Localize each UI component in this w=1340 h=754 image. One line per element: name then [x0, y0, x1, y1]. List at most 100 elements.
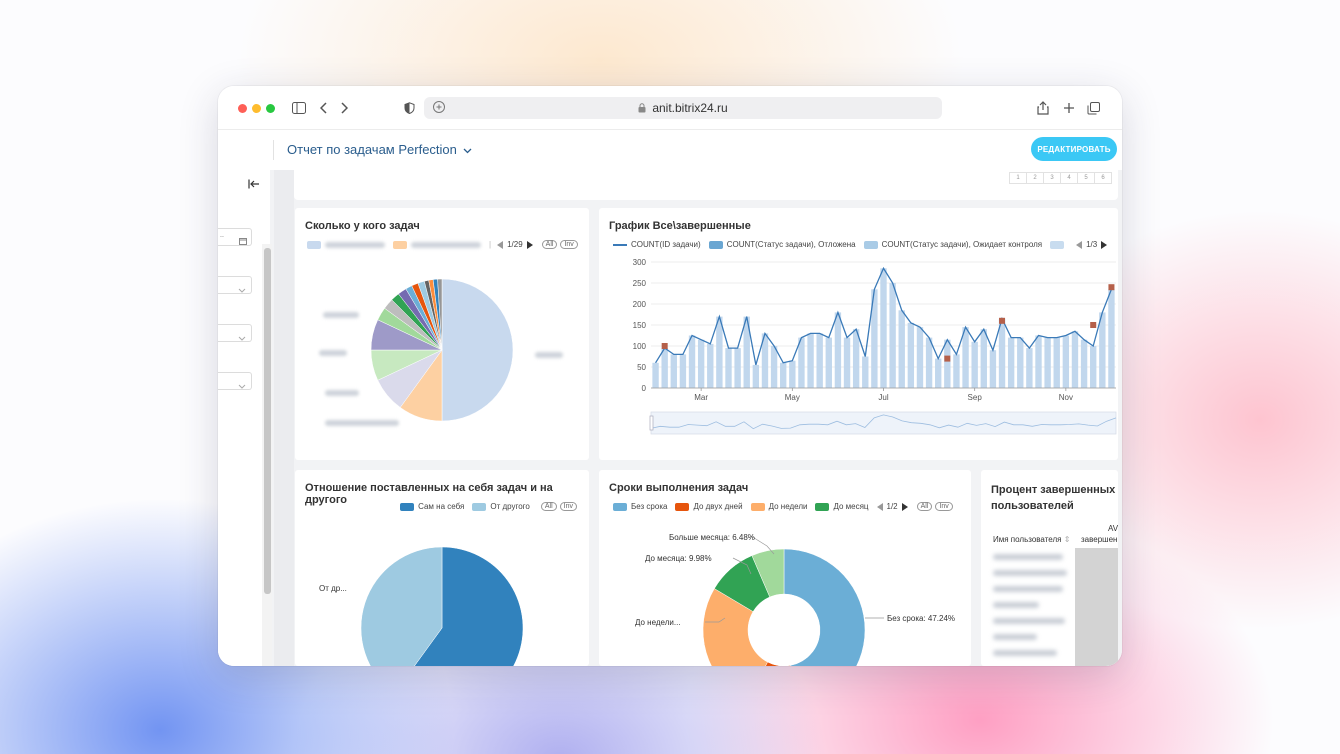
legend-inv-button[interactable]: Inv	[560, 240, 578, 249]
legend-all-button[interactable]: All	[916, 502, 933, 511]
pie-slice[interactable]	[702, 588, 768, 666]
legend-item[interactable]: До недели	[750, 502, 807, 511]
pie-slice[interactable]	[394, 546, 524, 666]
bar[interactable]	[734, 348, 741, 388]
bar[interactable]	[1062, 335, 1070, 389]
marker-point[interactable]	[999, 317, 1006, 324]
pie-slice[interactable]	[437, 278, 443, 351]
scrollbar-thumb[interactable]	[264, 248, 271, 594]
new-tab-icon[interactable]	[1059, 98, 1079, 118]
back-arrow-icon[interactable]	[314, 98, 334, 118]
bar[interactable]	[944, 339, 951, 388]
bar[interactable]	[1035, 335, 1042, 389]
bar[interactable]	[916, 327, 924, 388]
share-icon[interactable]	[1033, 98, 1053, 118]
legend-all-button[interactable]: All	[540, 502, 557, 511]
report-title-dropdown[interactable]: Отчет по задачам Perfection	[287, 142, 472, 157]
legend-item[interactable]: Без срока	[613, 502, 667, 511]
legend-inv-button[interactable]: Inv	[559, 502, 577, 511]
pie-slice[interactable]	[360, 546, 443, 666]
legend-prev-icon[interactable]	[1076, 240, 1083, 249]
legend-item[interactable]: COUNT(Статус задачи), Ожидает контроля	[863, 240, 1042, 249]
bar[interactable]	[670, 354, 677, 388]
series-line[interactable]	[655, 266, 1113, 366]
bar[interactable]	[852, 329, 860, 388]
bar[interactable]	[862, 356, 869, 389]
pie-slice[interactable]	[441, 278, 514, 422]
bar[interactable]	[789, 360, 796, 388]
bar[interactable]	[798, 337, 805, 388]
pie-slice[interactable]	[783, 548, 866, 666]
marker-point[interactable]	[1090, 322, 1097, 328]
pager-page[interactable]: 4	[1060, 172, 1078, 184]
marker-point[interactable]	[1108, 284, 1115, 291]
legend-next-icon[interactable]	[901, 502, 908, 511]
legend-next-icon[interactable]	[1101, 240, 1108, 249]
edit-button[interactable]: РЕДАКТИРОВАТЬ	[1031, 137, 1117, 161]
pie-slice[interactable]	[751, 548, 785, 598]
forward-arrow-icon[interactable]	[334, 98, 354, 118]
pager-page[interactable]: 3	[1043, 172, 1061, 184]
bar[interactable]	[1053, 337, 1060, 388]
bar[interactable]	[807, 333, 814, 388]
bar[interactable]	[989, 350, 997, 388]
legend-item[interactable]: COUNT(Статус задачи), Отложена	[708, 240, 856, 249]
bar[interactable]	[688, 335, 696, 389]
close-window-button[interactable]	[238, 104, 247, 113]
bar[interactable]	[834, 312, 842, 388]
legend-all-button[interactable]: All	[541, 240, 558, 249]
bar[interactable]	[761, 333, 769, 388]
maximize-window-button[interactable]	[266, 104, 275, 113]
legend-item[interactable]: До двух дней	[675, 502, 743, 511]
bar[interactable]	[935, 358, 942, 388]
bar[interactable]	[816, 333, 823, 388]
bar[interactable]	[1007, 337, 1015, 388]
address-bar[interactable]: anit.bitrix24.ru	[424, 97, 942, 119]
bar[interactable]	[743, 316, 750, 388]
bar[interactable]	[980, 329, 987, 388]
bar[interactable]	[843, 337, 851, 388]
legend-prev-icon[interactable]	[876, 502, 883, 511]
bar[interactable]	[1044, 337, 1051, 388]
bar[interactable]	[707, 343, 714, 388]
bar[interactable]	[889, 283, 896, 388]
legend-item[interactable]: COUNT(ID задачи)	[613, 240, 701, 249]
bar[interactable]	[716, 316, 723, 388]
legend-item[interactable]: От другого	[472, 502, 530, 511]
bar[interactable]	[825, 337, 832, 388]
marker-point[interactable]	[944, 355, 951, 362]
page-settings-icon[interactable]	[432, 100, 446, 117]
bar[interactable]	[725, 348, 732, 388]
bar[interactable]	[652, 362, 659, 388]
bar[interactable]	[752, 364, 760, 388]
bar[interactable]	[1099, 312, 1106, 388]
column-header-user[interactable]: Имя пользователя ⇕	[993, 535, 1070, 544]
filter-select-2[interactable]	[218, 324, 252, 342]
bar[interactable]	[679, 354, 687, 388]
zoom-handle[interactable]	[649, 415, 654, 431]
bar[interactable]	[1026, 348, 1033, 388]
bar[interactable]	[925, 337, 933, 388]
bar[interactable]	[1071, 331, 1079, 388]
bar[interactable]	[1017, 337, 1024, 388]
legend-next-icon[interactable]	[526, 240, 533, 249]
bar[interactable]	[962, 327, 969, 388]
bar[interactable]	[1080, 339, 1088, 388]
bar[interactable]	[871, 289, 878, 388]
pager-page[interactable]: 5	[1077, 172, 1095, 184]
bar[interactable]	[971, 341, 978, 388]
legend-item[interactable]	[1050, 240, 1068, 249]
bar[interactable]	[898, 310, 905, 388]
pager-page[interactable]: 2	[1026, 172, 1044, 184]
marker-point[interactable]	[661, 343, 668, 349]
minimize-window-button[interactable]	[252, 104, 261, 113]
legend-prev-icon[interactable]	[497, 240, 504, 249]
bar[interactable]	[1108, 289, 1115, 388]
shield-icon[interactable]	[399, 98, 419, 118]
tab-overview-icon[interactable]	[1083, 98, 1103, 118]
date-filter-input[interactable]: ..	[218, 228, 252, 246]
sidebar-toggle-icon[interactable]	[289, 98, 309, 118]
bar[interactable]	[661, 348, 668, 388]
bar[interactable]	[770, 346, 778, 388]
bar[interactable]	[953, 354, 960, 388]
